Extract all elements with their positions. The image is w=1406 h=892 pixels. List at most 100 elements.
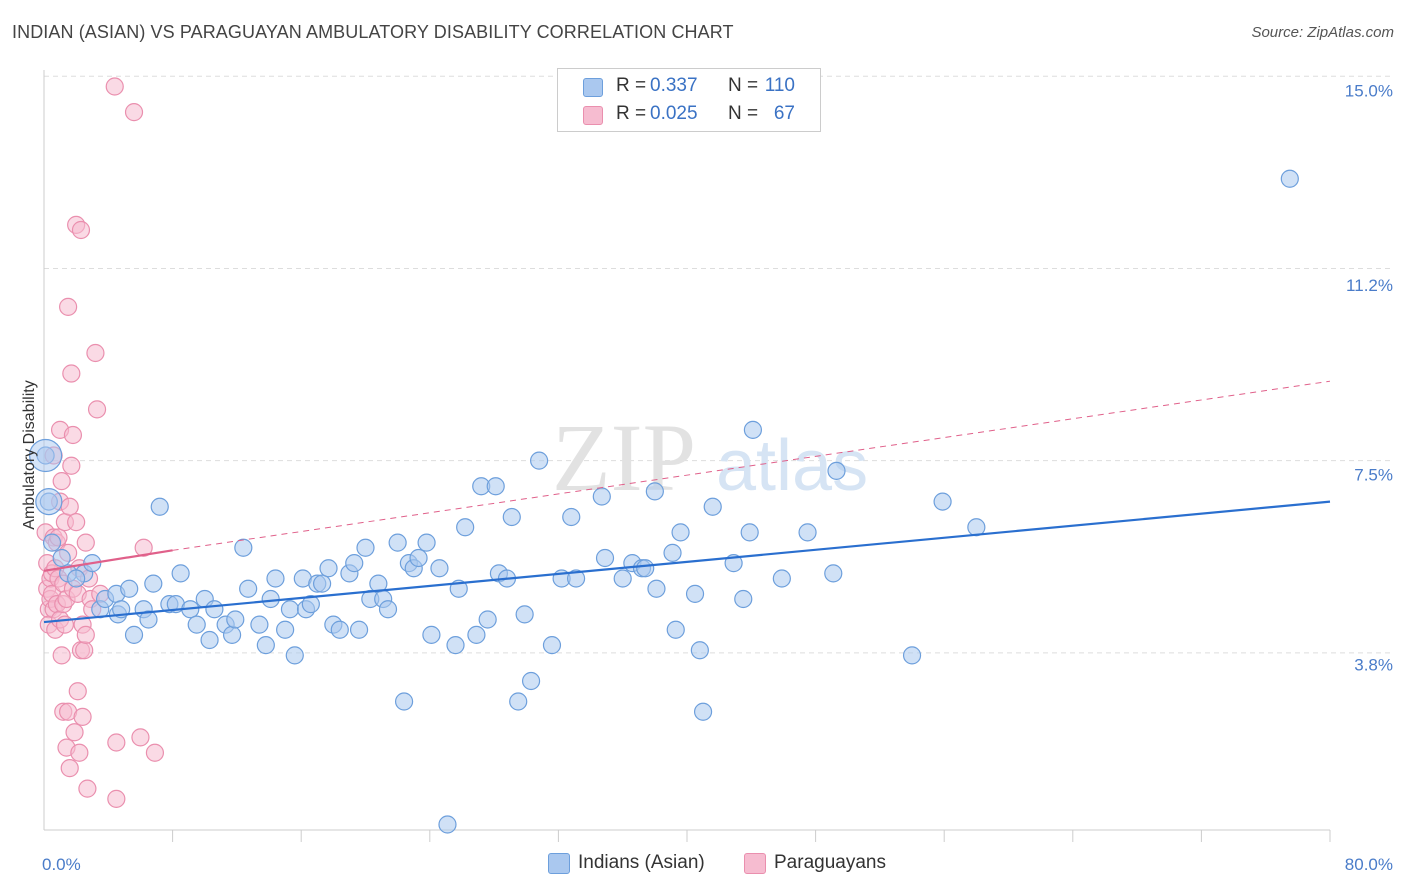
legend-r-value: 0.025 bbox=[650, 103, 698, 124]
indians-asian-point bbox=[566, 569, 586, 588]
indians-asian-point bbox=[693, 702, 713, 721]
indians-asian-point bbox=[542, 636, 562, 655]
indians-asian-point bbox=[301, 595, 320, 614]
indians-asian-point bbox=[613, 569, 632, 588]
legend-r-value: 0.337 bbox=[650, 75, 698, 96]
paraguayans-point bbox=[75, 641, 94, 660]
indians-asian-point bbox=[647, 579, 666, 598]
indians-asian-point bbox=[239, 579, 258, 598]
indians-asian-point bbox=[438, 815, 457, 834]
indians-asian-point bbox=[430, 559, 449, 578]
indians-asian-point bbox=[521, 671, 541, 691]
y-tick-label: 3.8% bbox=[1354, 655, 1393, 674]
indians-asian-point bbox=[486, 477, 505, 496]
indians-asian-point bbox=[703, 497, 722, 516]
indians-asian-point bbox=[226, 610, 245, 629]
paraguayans-point bbox=[65, 723, 84, 742]
paraguayans-point bbox=[71, 220, 91, 240]
indians-asian-point bbox=[205, 600, 224, 619]
indians-asian-point bbox=[562, 507, 581, 527]
indians-asian-point bbox=[1280, 169, 1299, 188]
paraguayans-point bbox=[76, 625, 95, 644]
legend-swatch-blue bbox=[548, 853, 570, 874]
legend-swatch-pink bbox=[583, 106, 603, 125]
indians-asian-point bbox=[250, 615, 269, 634]
indians-asian-point bbox=[902, 646, 922, 665]
x-tick-label-min: 0.0% bbox=[42, 855, 81, 874]
legend-label-paraguayans: Paraguayans bbox=[774, 852, 886, 873]
indians-asian-point bbox=[509, 692, 528, 711]
y-tick-labels: 3.8% 7.5% 11.2% 15.0% bbox=[1345, 81, 1393, 674]
indians-asian-point bbox=[256, 636, 275, 655]
indians-asian-point bbox=[312, 574, 332, 593]
paraguayans-point bbox=[70, 743, 89, 762]
indians-asian-point bbox=[120, 579, 139, 598]
indians-asian-point bbox=[330, 620, 349, 639]
legend-row-indians: R = 0.337 N = 110 bbox=[558, 71, 820, 101]
indians-asian-point bbox=[417, 533, 436, 552]
legend-n-label: N = bbox=[728, 75, 759, 96]
indians-asian-point bbox=[530, 451, 549, 470]
legend-swatch-blue bbox=[583, 78, 603, 97]
indians-asian-point bbox=[139, 610, 158, 629]
paraguayans-point bbox=[67, 513, 86, 532]
indians-asian-point bbox=[671, 523, 690, 542]
chart-title: INDIAN (ASIAN) VS PARAGUAYAN AMBULATORY … bbox=[12, 22, 734, 42]
indians-asian-point bbox=[798, 523, 817, 542]
indians-asian-point bbox=[319, 559, 338, 578]
indians-asian-point bbox=[734, 589, 753, 609]
paraguayans-point bbox=[62, 364, 81, 383]
indians-asian-point bbox=[933, 492, 952, 511]
legend-n-value: 67 bbox=[773, 103, 795, 124]
paraguayans-trend-line-extended bbox=[172, 380, 1331, 551]
paraguayans-trend-line bbox=[43, 549, 173, 572]
paraguayans-point bbox=[86, 343, 105, 363]
indians-asian-point bbox=[285, 646, 304, 665]
paraguayans-point bbox=[78, 779, 97, 798]
trend-lines bbox=[43, 380, 1331, 624]
indians-asian-point bbox=[266, 569, 285, 588]
indians-asian-point bbox=[456, 518, 475, 537]
legend-swatch-pink bbox=[744, 853, 766, 874]
indians-asian-point bbox=[502, 507, 521, 527]
indians-asian-point bbox=[824, 564, 843, 583]
indians-asian-point bbox=[740, 523, 759, 542]
indians-asian-point bbox=[772, 569, 791, 588]
paraguayans-point bbox=[63, 425, 83, 445]
x-tick-label-max: 80.0% bbox=[1345, 855, 1393, 874]
paraguayans-point bbox=[87, 400, 107, 419]
paraguayans-point bbox=[107, 733, 126, 752]
indians-asian-point bbox=[409, 548, 428, 568]
indians-asian-point bbox=[378, 600, 398, 619]
legend-r-label: R = bbox=[616, 75, 647, 96]
indians-asian-point bbox=[422, 625, 441, 644]
indians-asian-point bbox=[467, 625, 486, 644]
paraguayans-point bbox=[105, 77, 124, 96]
indians-asian-point bbox=[349, 620, 369, 639]
legend-r-label: R = bbox=[616, 103, 647, 124]
paraguayans-point bbox=[60, 759, 79, 778]
indians-asian-point bbox=[515, 605, 534, 624]
indians-asian-point bbox=[645, 482, 664, 501]
indians-asian-point bbox=[280, 600, 300, 619]
paraguayans-point bbox=[60, 497, 79, 516]
watermark-zip: ZIP bbox=[552, 404, 696, 511]
paraguayans-point bbox=[76, 533, 95, 552]
paraguayans-point bbox=[73, 707, 92, 726]
indians-asian-point bbox=[124, 625, 144, 644]
indians-asian-point bbox=[743, 420, 763, 439]
indians-asian-point bbox=[356, 538, 375, 557]
source-credit: Source: ZipAtlas.com bbox=[1251, 24, 1394, 41]
y-axis-title: Ambulatory Disability bbox=[21, 380, 38, 529]
legend-n-label: N = bbox=[728, 103, 759, 124]
indians-asian-point bbox=[394, 692, 414, 711]
y-tick-label: 15.0% bbox=[1345, 81, 1393, 100]
watermark-atlas: atlas bbox=[716, 426, 868, 506]
legend-label-indians: Indians (Asian) bbox=[578, 852, 705, 873]
y-tick-label: 11.2% bbox=[1346, 276, 1393, 295]
paraguayans-point bbox=[62, 456, 81, 475]
indians-asian-point bbox=[827, 461, 846, 480]
indians-asian-point bbox=[222, 625, 242, 644]
paraguayans-point bbox=[134, 538, 153, 557]
